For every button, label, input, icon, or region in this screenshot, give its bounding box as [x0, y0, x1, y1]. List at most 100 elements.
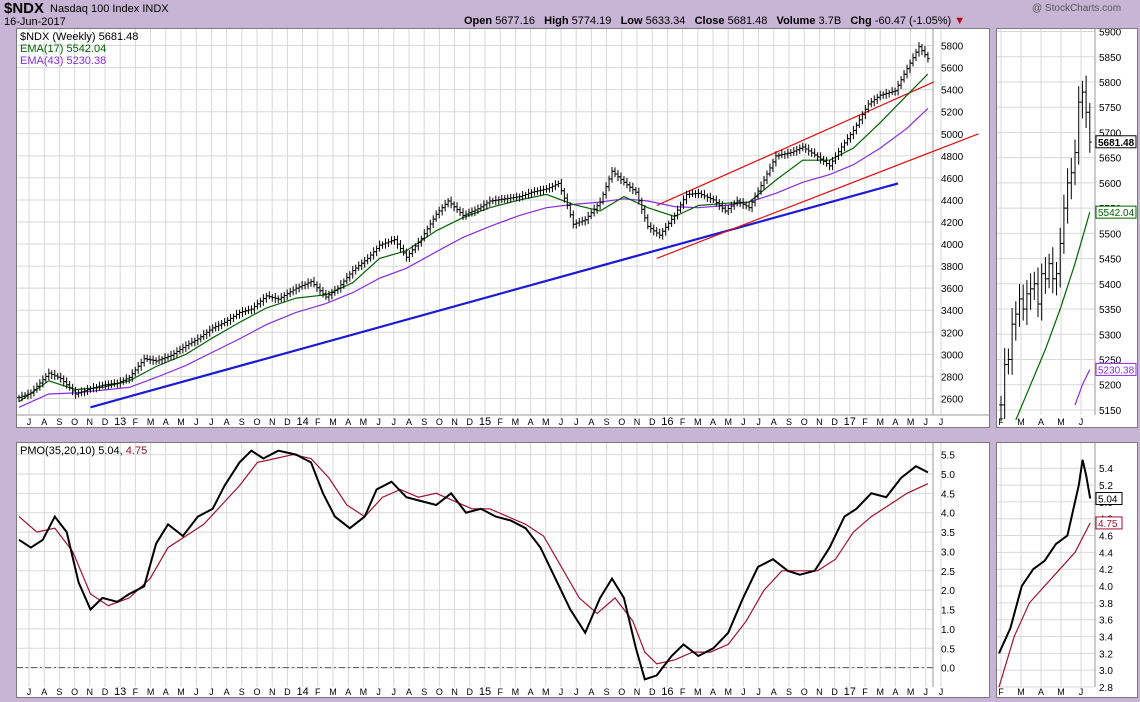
pmo-zoom-value-badge-text: 4.75	[1098, 519, 1118, 530]
pmo-y-tick-label: 1.5	[941, 606, 955, 617]
x-tick-label: N	[634, 417, 641, 427]
zoom-ema17-line	[1015, 212, 1091, 421]
pmo-zoom-panel: FMAMJ2.83.03.23.43.63.84.04.24.44.64.85.…	[996, 442, 1138, 698]
y-tick-label: 2600	[941, 394, 964, 405]
pmo-x-tick-label: O	[436, 687, 443, 697]
x-tick-label: A	[771, 417, 777, 427]
pmo-x-tick-label: 14	[296, 686, 308, 697]
x-tick-label: M	[724, 417, 732, 427]
close-label: Close	[694, 15, 725, 27]
x-tick-label: J	[559, 417, 564, 427]
y-tick-label: 5000	[941, 130, 964, 141]
zoom-y-tick-label: 5350	[1099, 305, 1122, 316]
y-tick-label: 4200	[941, 218, 964, 229]
y-tick-label: 4000	[941, 240, 964, 251]
x-tick-label: A	[406, 417, 412, 427]
pmo-x-tick-label: D	[831, 687, 838, 697]
y-tick-label: 3200	[941, 328, 964, 339]
pmo-zoom-value-badge-text: 5.04	[1098, 495, 1118, 506]
pmo-x-tick-label: J	[574, 687, 579, 697]
pmo-zoom-x-tick-label: F	[998, 687, 1004, 697]
pmo-x-tick-label: J	[194, 687, 199, 697]
pmo-x-tick-label: F	[497, 687, 503, 697]
pmo-zoom-y-tick-label: 4.0	[1099, 582, 1113, 593]
zoom-value-badge-text: 5230.38	[1098, 365, 1135, 376]
x-tick-label: M	[694, 417, 702, 427]
pmo-x-tick-label: A	[406, 687, 412, 697]
pmo-x-tick-label: A	[163, 687, 169, 697]
pmo-x-tick-label: A	[710, 687, 716, 697]
x-tick-label: N	[451, 417, 458, 427]
close-value: 5681.48	[727, 15, 768, 27]
y-tick-label: 2800	[941, 372, 964, 383]
price-zoom-chart: FMAMJ51505200525053005350540054505500555…	[997, 28, 1137, 427]
pmo-x-tick-label: O	[618, 687, 625, 697]
zoom-x-tick-label: M	[1057, 417, 1065, 427]
pmo-y-tick-label: 1.0	[941, 625, 955, 636]
zoom-y-tick-label: 5500	[1099, 229, 1122, 240]
pmo-y-tick-label: 5.5	[941, 451, 955, 462]
x-tick-label: J	[376, 417, 381, 427]
pmo-zoom-x-tick-label: M	[1057, 687, 1065, 697]
x-tick-label: D	[467, 417, 474, 427]
index-name-text: Nasdaq 100 Index	[50, 3, 140, 15]
pmo-x-tick-label: S	[421, 687, 427, 697]
pmo-x-tick-label: 17	[844, 686, 856, 697]
pmo-y-tick-label: 0.5	[941, 644, 955, 655]
pmo-x-tick-label: N	[634, 687, 641, 697]
y-tick-label: 4600	[941, 174, 964, 185]
x-tick-label: F	[680, 417, 686, 427]
zoom-value-badge	[1095, 362, 1137, 376]
zoom-x-tick-label: A	[1038, 417, 1044, 427]
x-tick-label: O	[618, 417, 625, 427]
x-tick-label: N	[816, 417, 823, 427]
zoom-y-tick-label: 5150	[1099, 406, 1122, 417]
x-tick-label: M	[177, 417, 185, 427]
high-label: High	[544, 15, 569, 27]
zoom-value-badge	[1095, 205, 1137, 219]
pmo-zoom-y-tick-label: 4.4	[1099, 548, 1113, 559]
y-tick-label: 3800	[941, 262, 964, 273]
x-tick-label: M	[512, 417, 520, 427]
zoom-y-tick-label: 5700	[1099, 128, 1122, 139]
x-tick-label: A	[163, 417, 169, 427]
zoom-y-tick-label: 5850	[1099, 53, 1122, 64]
pmo-x-tick-label: D	[467, 687, 474, 697]
ema43-legend: EMA(43) 5230.38	[20, 55, 107, 67]
x-tick-label: J	[209, 417, 214, 427]
zoom-y-tick-label: 5800	[1099, 78, 1122, 89]
down-arrow-icon: ▼	[954, 15, 966, 27]
x-tick-label: J	[924, 417, 929, 427]
open-label: Open	[464, 15, 493, 27]
pmo-x-tick-label: J	[392, 687, 397, 697]
pmo-x-tick-label: A	[41, 687, 47, 697]
pmo-zoom-value-badge	[1095, 516, 1123, 530]
pmo-signal-line	[18, 453, 929, 665]
zoom-y-tick-label: 5400	[1099, 280, 1122, 291]
symbol: $NDX	[4, 0, 45, 17]
x-tick-label: 14	[296, 416, 308, 427]
price-chart: J A S O N D 13 F M A M J J A S O N D 14 F M A M J J A S O N D 15 F M A M J J…	[17, 29, 989, 428]
pmo-x-tick-label: O	[801, 687, 808, 697]
zoom-y-tick-label: 5900	[1099, 29, 1122, 39]
pmo-x-tick-label: M	[876, 687, 884, 697]
x-tick-label: D	[649, 417, 656, 427]
pmo-x-tick-label: J	[741, 687, 746, 697]
x-tick-label: A	[41, 417, 47, 427]
pmo-x-tick-label: J	[939, 687, 944, 697]
pmo-y-tick-label: 2.5	[941, 567, 955, 578]
pmo-x-tick-label: J	[27, 687, 32, 697]
pmo-x-tick-label: N	[451, 687, 458, 697]
pmo-zoom-value-badge	[1095, 492, 1123, 506]
zoom-y-tick-label: 5600	[1099, 179, 1122, 190]
x-tick-label: M	[360, 417, 368, 427]
y-tick-label: 4800	[941, 152, 964, 163]
ema43-line	[18, 107, 929, 408]
x-tick-label: D	[284, 417, 291, 427]
zoom-y-tick-label: 5200	[1099, 381, 1122, 392]
x-tick-label: S	[786, 417, 792, 427]
x-tick-label: D	[102, 417, 109, 427]
pmo-y-tick-label: 2.0	[941, 586, 955, 597]
pmo-legend: PMO(35,20,10) 5.04, 4.75	[20, 445, 148, 457]
pmo-y-tick-label: 0.0	[941, 664, 955, 675]
